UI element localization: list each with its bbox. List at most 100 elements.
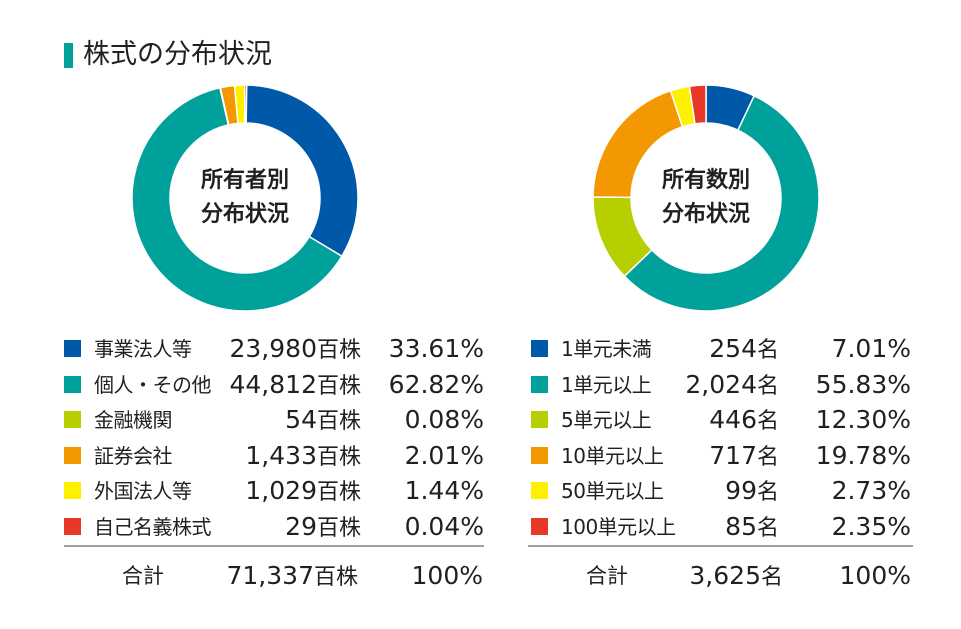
total-row-holding: 合計 3,625名 100% (0, 558, 961, 594)
legend-value-unit: 名 (756, 480, 779, 506)
legend-label: 金融機関 (94, 408, 173, 433)
legend-row: 50単元以上 99名 2.73% (531, 473, 913, 509)
legend-value: 44,812百株 (230, 367, 362, 405)
total-value-number: 3,625 (689, 561, 761, 590)
legend-row: 10単元以上 717名 19.78% (531, 438, 913, 474)
legend-swatch (64, 340, 81, 357)
legend-value-unit: 名 (756, 338, 779, 363)
donut-owner-slice-2 (131, 86, 343, 312)
legend-value-number: 85 (725, 512, 757, 541)
total-label: 合計 (586, 564, 628, 588)
legend-value-unit: 百株 (316, 516, 361, 541)
legend-value-number: 99 (725, 476, 757, 506)
legend-swatch (64, 482, 81, 500)
legend-row: 自己名義株式 29百株 0.04% (64, 509, 484, 545)
legend-value-unit: 名 (756, 409, 779, 435)
divider-holding (528, 545, 913, 547)
page-title: 株式の分布状況 (83, 39, 272, 70)
donut-owner-slice-1 (244, 84, 359, 258)
legend-row: 個人・その他 44,812百株 62.82% (64, 367, 484, 403)
legend-pct: 2.73% (831, 476, 911, 506)
title-accent-bar (64, 43, 73, 68)
legend-label: 100単元以上 (561, 515, 676, 539)
legend-swatch (531, 375, 548, 393)
legend-row: 1単元以上 2,024名 55.83% (531, 367, 913, 403)
legend-label: 証券会社 (94, 443, 173, 468)
total-label: 合計 (122, 564, 164, 588)
legend-value-number: 2,024 (685, 369, 757, 399)
legend-value: 446名 (709, 402, 779, 440)
legend-pct: 12.30% (815, 405, 911, 435)
donut-2-center-line-1: 所有数別 (661, 168, 750, 193)
total-value: 3,625名 (689, 558, 783, 596)
legend-pct: 55.83% (815, 369, 911, 399)
total-value: 71,337百株 (227, 558, 359, 596)
legend-label: 個人・その他 (94, 372, 212, 397)
legend-value: 717名 (709, 438, 779, 476)
legend-value-number: 254 (709, 334, 757, 363)
legend-value-number: 23,980 (229, 334, 317, 363)
legend-value: 99名 (725, 473, 779, 511)
legend-value: 2,024名 (685, 367, 779, 405)
legend-value: 1,029百株 (245, 473, 361, 511)
legend-label: 1単元以上 (561, 372, 652, 397)
donut-holding-slice-6 (688, 84, 707, 125)
legend-value-number: 717 (709, 440, 757, 470)
legend-value-unit: 名 (756, 373, 779, 399)
legend-row: 外国法人等 1,029百株 1.44% (64, 473, 484, 509)
legend-pct: 33.61% (388, 334, 484, 363)
legend-label: 50単元以上 (561, 479, 664, 504)
legend-value-unit: 百株 (316, 409, 361, 435)
legend-value-unit: 百株 (316, 373, 361, 399)
legend-row: 100単元以上 85名 2.35% (531, 509, 913, 545)
legend-label: 1単元未満 (561, 337, 652, 361)
legend-value-unit: 百株 (316, 444, 361, 470)
legend-pct: 2.35% (831, 512, 911, 541)
legend-value: 23,980百株 (230, 331, 362, 369)
legend-swatch (531, 446, 548, 464)
legend-value-number: 29 (285, 512, 317, 541)
donut-1-center-line-2: 分布状況 (200, 202, 289, 227)
total-row-owner: 合計 71,337百株 100% (0, 558, 961, 594)
legend-label: 5単元以上 (561, 408, 652, 433)
legend-swatch (64, 411, 81, 429)
total-pct: 100% (411, 561, 483, 590)
total-pct: 100% (839, 561, 911, 590)
legend-value-number: 446 (709, 405, 757, 435)
legend-value: 29百株 (285, 509, 361, 547)
legend-pct: 19.78% (815, 440, 911, 470)
legend-value-number: 1,433 (245, 440, 317, 470)
legend-value-unit: 百株 (316, 338, 361, 363)
legend-value: 54百株 (285, 402, 361, 440)
legend-row: 5単元以上 446名 12.30% (531, 402, 913, 438)
donut-2-center-label: 所有数別 分布状況 (631, 164, 781, 232)
legend-row: 事業法人等 23,980百株 33.61% (64, 331, 484, 367)
legend-pct: 0.08% (404, 405, 484, 435)
legend-value-number: 44,812 (229, 369, 317, 399)
legend-value-number: 1,029 (245, 476, 317, 506)
total-value-unit: 百株 (313, 565, 358, 590)
legend-swatch (531, 340, 548, 357)
donut-owner-slice-6 (243, 84, 248, 124)
legend-pct: 0.04% (404, 512, 484, 541)
legend-value-unit: 名 (756, 516, 779, 541)
legend-swatch (64, 518, 81, 535)
legend-swatch (64, 446, 81, 464)
legend-swatch (531, 482, 548, 500)
legend-row: 金融機関 54百株 0.08% (64, 402, 484, 438)
legend-row: 証券会社 1,433百株 2.01% (64, 438, 484, 474)
legend-label: 事業法人等 (94, 337, 192, 361)
legend-swatch (64, 375, 81, 393)
legend-pct: 7.01% (831, 334, 911, 363)
legend-label: 外国法人等 (94, 479, 192, 504)
total-value-number: 71,337 (226, 561, 314, 590)
legend-value-unit: 名 (756, 444, 779, 470)
legend-value: 1,433百株 (245, 438, 361, 476)
legend-swatch (531, 518, 548, 535)
total-value-unit: 名 (760, 565, 783, 590)
donut-holding-slice-2 (623, 94, 820, 312)
legend-pct: 2.01% (404, 440, 484, 470)
legend-value-number: 54 (285, 405, 317, 435)
donut-1-center-label: 所有者別 分布状況 (170, 164, 320, 232)
